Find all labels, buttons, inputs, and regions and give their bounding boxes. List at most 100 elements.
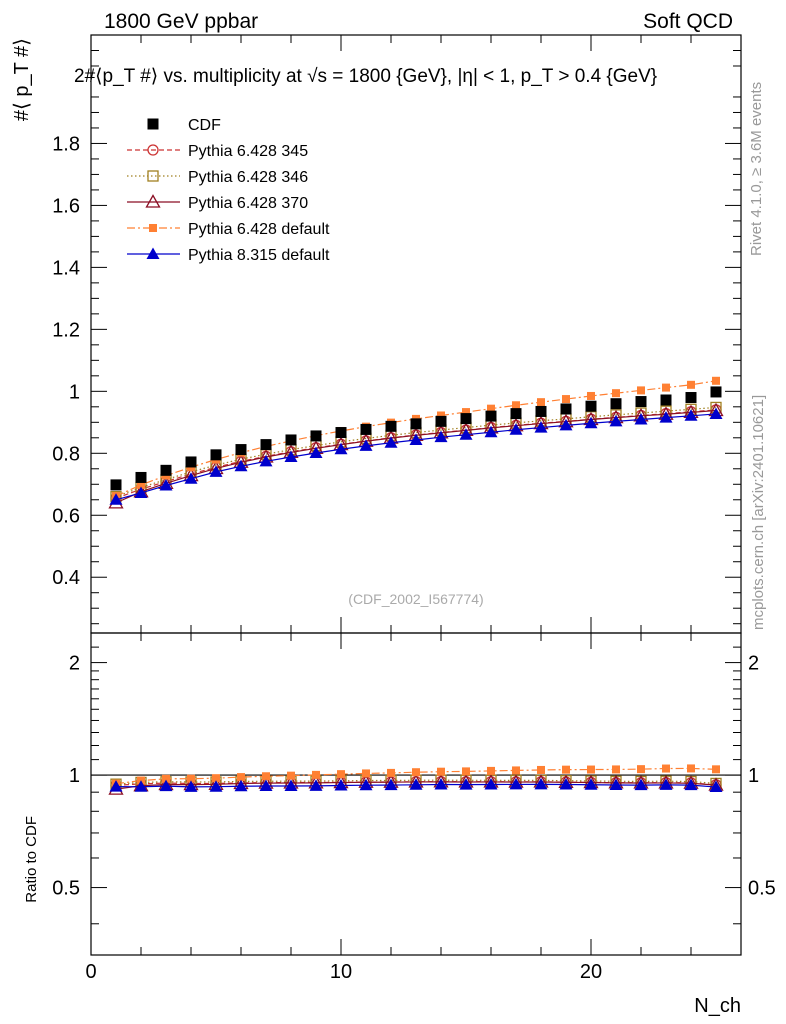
ratio-point-p6def <box>487 766 495 775</box>
ratio-point-p6def <box>187 774 195 783</box>
ratio-tick-label: 0.5 <box>52 878 80 900</box>
legend: CDF Pythia 6.428 345 Pythia 6.428 346 Pythi… <box>127 117 330 264</box>
legend-label-p346: Pythia 6.428 346 <box>188 169 308 186</box>
ratio-point-p6def <box>412 768 420 777</box>
y-tick-label: 1 <box>69 381 80 403</box>
x-axis-label: N_ch <box>694 995 741 1017</box>
ratio-point-p6def <box>512 766 520 775</box>
ratio-point-p8def <box>359 778 373 791</box>
legend-entry-p6def: Pythia 6.428 default <box>127 221 330 238</box>
ratio-series-layer <box>108 764 724 795</box>
data-point-cdf <box>235 444 247 456</box>
data-point-cdf <box>560 403 572 415</box>
ratio-point-p8def <box>159 779 173 792</box>
x-tick-label: 20 <box>580 961 602 983</box>
data-point-cdf <box>660 394 672 406</box>
header-right: Soft QCD <box>643 10 733 33</box>
ratio-point-p6def <box>287 771 295 780</box>
ratio-point-p6def <box>212 774 220 783</box>
series-p8def <box>109 407 723 505</box>
legend-marker-p346 <box>147 170 159 182</box>
data-point-p8def <box>184 472 198 484</box>
ratio-point-p6def <box>312 770 320 779</box>
data-point-cdf <box>510 408 522 420</box>
ratio-tick-label: 2 <box>69 653 80 675</box>
legend-label-cdf: CDF <box>188 117 221 134</box>
ratio-point-p6def <box>612 765 620 774</box>
legend-marker-cdf <box>147 118 159 130</box>
ratio-point-p8def <box>509 777 523 790</box>
data-point-p8def <box>309 446 323 458</box>
data-point-p8def <box>209 465 223 477</box>
data-point-p6def <box>562 395 570 404</box>
data-point-cdf <box>160 464 172 476</box>
ratio-point-p8def <box>709 780 723 793</box>
ratio-point-p6def <box>337 770 345 779</box>
y-tick-label: 1.2 <box>52 319 80 341</box>
ratio-point-p8def <box>659 778 673 790</box>
ratio-point-p6def <box>362 769 370 778</box>
data-point-p8def <box>259 454 273 467</box>
data-point-cdf <box>635 396 647 408</box>
data-point-p6def <box>662 383 670 392</box>
data-point-cdf <box>585 400 597 412</box>
ratio-point-p6def <box>387 768 395 777</box>
ratio-point-p8def <box>434 778 448 790</box>
ratio-point-p6def <box>462 767 470 776</box>
legend-marker-p370 <box>145 194 161 208</box>
ratio-point-p6def <box>162 774 170 783</box>
data-point-cdf <box>310 430 322 442</box>
legend-entry-cdf: CDF <box>147 117 221 134</box>
ratio-point-p8def <box>484 778 498 790</box>
ratio-point-p8def <box>384 778 398 791</box>
data-point-p8def <box>609 414 623 427</box>
ratio-point-p6def <box>262 772 270 781</box>
data-point-p8def <box>134 486 148 498</box>
ratio-frame <box>90 632 742 956</box>
data-point-p6def <box>537 398 545 407</box>
data-point-cdf <box>185 456 197 468</box>
y-tick-label: 1.4 <box>52 257 80 279</box>
plot-title: 2#⟨p_T #⟩ vs. multiplicity at √s = 1800 … <box>74 66 657 87</box>
ratio-y-axis-label: Ratio to CDF <box>23 816 40 903</box>
mcplots-label: mcplots.cern.ch [arXiv:2401.10621] <box>750 395 767 630</box>
ratio-point-p8def <box>684 778 698 791</box>
y-tick-label: 0.6 <box>52 505 80 527</box>
data-point-cdf <box>435 415 447 427</box>
ratio-point-p8def <box>184 780 198 792</box>
ratio-tick-label-right: 2 <box>748 653 759 675</box>
ratio-point-p6def <box>237 773 245 782</box>
ratio-point-p8def <box>109 780 123 792</box>
rivet-label: Rivet 4.1.0, ≥ 3.6M events <box>748 82 765 256</box>
ratio-point-p6def <box>662 764 670 773</box>
ratio-point-p8def <box>259 779 273 792</box>
legend-label-p345: Pythia 6.428 345 <box>188 143 308 160</box>
ratio-point-p6def <box>712 765 720 774</box>
legend-entry-p346: Pythia 6.428 346 <box>127 169 308 186</box>
data-point-p8def <box>234 459 248 472</box>
x-tick-label: 0 <box>85 961 96 983</box>
data-point-cdf <box>385 420 397 432</box>
data-point-p6def <box>587 391 595 400</box>
data-point-cdf <box>535 405 547 417</box>
ratio-point-p8def <box>134 780 148 792</box>
data-point-p8def <box>434 430 448 443</box>
data-point-p8def <box>484 425 498 438</box>
ratio-point-p6def <box>437 767 445 776</box>
data-point-p8def <box>509 423 523 435</box>
ratio-point-p8def <box>559 777 573 790</box>
data-point-p8def <box>359 439 373 451</box>
header-left: 1800 GeV ppbar <box>104 10 258 33</box>
ratio-point-p8def <box>309 779 323 791</box>
data-point-p8def <box>659 411 673 423</box>
ratio-series-p6def <box>112 764 720 788</box>
legend-marker-p6def <box>149 224 157 232</box>
data-point-p6def <box>512 401 520 410</box>
ratio-point-p8def <box>234 779 248 792</box>
ratio-point-p8def <box>609 778 623 791</box>
axis-ticks: 0 10 20 0.4 0.6 0.8 1 1.2 1.4 1.6 1.8 0.5 0.5 1 1 2 2 <box>52 35 776 983</box>
ratio-point-p8def <box>634 778 648 791</box>
x-tick-label: 10 <box>330 961 352 983</box>
data-point-p6def <box>487 404 495 413</box>
